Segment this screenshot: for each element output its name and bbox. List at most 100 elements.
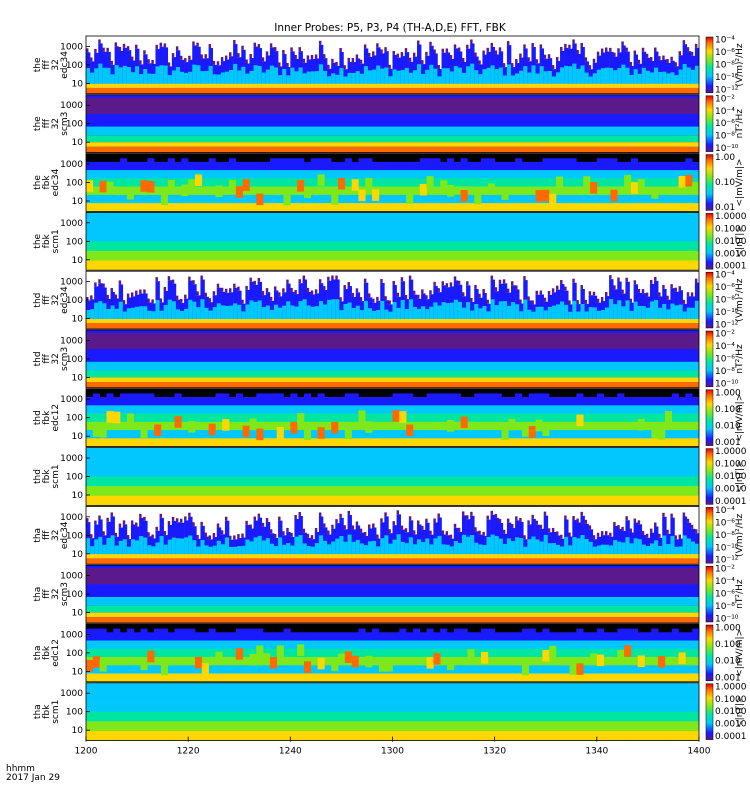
panel-label: edc34 [51,168,61,196]
panel-label: scm3 [60,347,70,371]
panel-label: edc12 [51,404,61,432]
colorbar-tick-label: 10⁻⁶ [715,354,735,364]
panel-label: 32 [51,118,61,129]
y-tick-label: 1000 [60,219,83,229]
colorbar-tick-label: 1.000 [715,388,741,398]
colorbar [705,448,714,505]
colorbar [705,389,714,446]
colorbar-unit-label: nT²/Hz [735,344,745,374]
y-tick-label: 100 [66,237,83,247]
y-tick-label: 1000 [60,630,83,640]
panel-label: 32 [51,353,61,364]
colorbar [705,683,714,740]
panel-label: thd [33,293,43,308]
colorbar-unit-label: (V/m)²/Hz [735,513,745,556]
colorbar-tick-label: 0.0010 [715,720,747,730]
colorbar-unit-label: <|nT|> [735,225,745,257]
colorbar-tick-label: 10⁻¹² [715,556,739,566]
x-tick-label: 1320 [483,747,506,757]
colorbar-tick-label: 0.0010 [715,484,747,494]
panel-label: fff [42,118,52,128]
panel-label: tha [33,528,43,543]
y-tick-label: 10 [72,667,84,677]
colorbar-unit-label: <|mV/m|> [735,159,745,207]
colorbar-unit-label: <|nT|> [735,460,745,492]
colorbar-tick-label: 10⁻⁴ [715,577,735,587]
panel-label: fbk [42,410,52,425]
panel-label: edc12 [51,639,61,667]
panel-label: fbk [42,704,52,719]
colorbar [705,624,714,682]
colorbar [705,213,714,270]
y-tick-label: 1000 [60,160,83,170]
colorbar [705,271,714,329]
panel-label: fff [42,530,52,540]
colorbar-unit-label: (V/m)²/Hz [735,43,745,86]
colorbar-tick-label: 1.0000 [715,682,747,692]
x-tick-label: 1340 [585,747,608,757]
spectrogram-panel: 10 100 1000 the fbk edc34 0.01 0.10 1.00<|mV/m|> [33,153,745,213]
panel-label: 32 [51,588,61,599]
panel-label: the [33,175,43,190]
colorbar-tick-label: 0.1000 [715,460,747,470]
y-tick-label: 1000 [60,395,83,405]
y-tick-label: 10 [72,609,84,619]
y-tick-label: 100 [66,120,83,130]
spectrogram-panel: 10 100 1000 tha fff 32 edc34 10⁻¹² 10⁻¹⁰ 10⁻⁸ 10⁻⁶… [33,506,745,566]
colorbar-tick-label: 10⁻⁸ [715,296,735,306]
panel-label: fff [42,589,52,599]
y-tick-label: 100 [66,179,83,189]
colorbar-tick-label: 10⁻⁴ [715,506,735,516]
y-tick-label: 10 [72,138,84,148]
colorbar-unit-label: <|nT|> [735,696,745,728]
colorbar-tick-label: 10⁻⁴ [715,342,735,352]
y-tick-label: 100 [66,708,83,718]
panel-label: fff [42,295,52,305]
colorbar-tick-label: 10⁻⁶ [715,119,735,129]
y-tick-label: 1000 [60,572,83,582]
colorbar-tick-label: 10⁻¹² [715,85,739,95]
y-tick-label: 100 [66,590,83,600]
colorbar-tick-label: 0.0001 [715,262,747,272]
x-axis: 1200 1220 1240 1300 1320 1340 1400 [75,736,711,757]
panel-label: tha [33,587,43,602]
time-axis-label: hhmm [6,764,35,774]
colorbar-tick-label: 10⁻⁴ [715,271,735,281]
spectrogram-panel: 10 100 1000 the fbk scm1 0.0001 0.0010 0.0100 0.1… [33,212,747,272]
y-tick-label: 1000 [60,278,83,288]
panel-label: fbk [42,469,52,484]
colorbar-tick-label: 1.00 [715,153,735,163]
colorbar [705,565,714,623]
panel-label: fbk [42,175,52,190]
panel-label: the [33,233,43,248]
panel-label: thd [33,410,43,425]
panel-label: 32 [51,59,61,70]
y-tick-label: 100 [66,414,83,424]
y-tick-label: 100 [66,61,83,71]
panel-label: edc34 [60,286,70,314]
colorbar-tick-label: 10⁻² [715,94,735,104]
colorbar-tick-label: 10⁻¹⁰ [715,144,739,154]
panel-label: scm3 [60,582,70,606]
x-tick-label: 1220 [177,747,200,757]
colorbar-tick-label: 10⁻² [715,565,735,575]
panel-label: the [33,57,43,72]
spectrogram-panel: 10 100 1000 thd fbk edc12 0.001 0.010 0.100 1.000… [33,388,745,448]
y-tick-label: 10 [72,256,84,266]
colorbar-tick-label: 0.0001 [715,732,747,742]
colorbar-tick-label: 10⁻¹⁰ [715,379,739,389]
colorbar-tick-label: 1.0000 [715,447,747,457]
colorbar-tick-label: 0.100 [715,640,741,650]
colorbar-unit-label: (V/m)²/Hz [735,278,745,321]
y-tick-label: 1000 [60,336,83,346]
colorbar-tick-label: 0.0010 [715,249,747,259]
colorbar-tick-label: 10⁻⁶ [715,283,735,293]
y-tick-label: 100 [66,531,83,541]
panel-label: fff [42,353,52,363]
spectrogram-panel: 10 100 1000 thd fbk scm1 0.0001 0.0010 0.0100 0.1… [33,447,747,507]
panel-label: tha [33,646,43,661]
colorbar [705,95,714,152]
colorbar-tick-label: 0.10 [715,178,735,188]
spectrogram-panel: 10 100 1000 tha fff 32 scm3 10⁻¹⁰ 10⁻⁸ 10⁻⁶ 10⁻⁴ 10… [33,565,745,625]
